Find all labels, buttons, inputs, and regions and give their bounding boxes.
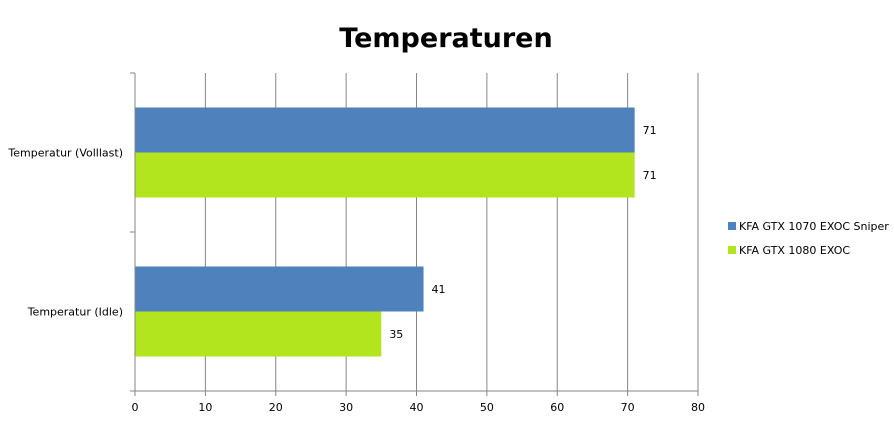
category-label: Temperatur (Idle) xyxy=(27,306,123,319)
legend: KFA GTX 1070 EXOC Sniper KFA GTX 1080 EXO… xyxy=(728,220,889,257)
category-label: Temperatur (Volllast) xyxy=(7,147,123,160)
x-tick-label: 70 xyxy=(621,401,635,414)
x-tick-label: 0 xyxy=(132,401,139,414)
chart-title: Temperaturen xyxy=(339,23,552,54)
legend-label: KFA GTX 1070 EXOC Sniper xyxy=(739,220,889,233)
axes: Temperatur (Volllast) Temperatur (Idle) 0 1… xyxy=(7,72,705,414)
x-tick-label: 50 xyxy=(480,401,494,414)
bar xyxy=(135,311,382,357)
legend-swatch xyxy=(728,222,736,230)
data-label: 41 xyxy=(432,283,446,296)
x-tick-label: 60 xyxy=(550,401,564,414)
bar xyxy=(135,266,424,312)
x-tick-label: 20 xyxy=(269,401,283,414)
x-tick-label: 40 xyxy=(410,401,424,414)
bars: 71 71 41 35 xyxy=(135,107,657,357)
bar xyxy=(135,152,635,198)
legend-label: KFA GTX 1080 EXOC xyxy=(739,244,850,257)
data-label: 35 xyxy=(389,328,403,341)
x-tick-label: 80 xyxy=(691,401,705,414)
x-tick-label: 10 xyxy=(198,401,212,414)
x-tick-label: 30 xyxy=(339,401,353,414)
data-label: 71 xyxy=(643,169,657,182)
legend-swatch xyxy=(728,246,736,254)
bar xyxy=(135,107,635,153)
data-label: 71 xyxy=(643,124,657,137)
